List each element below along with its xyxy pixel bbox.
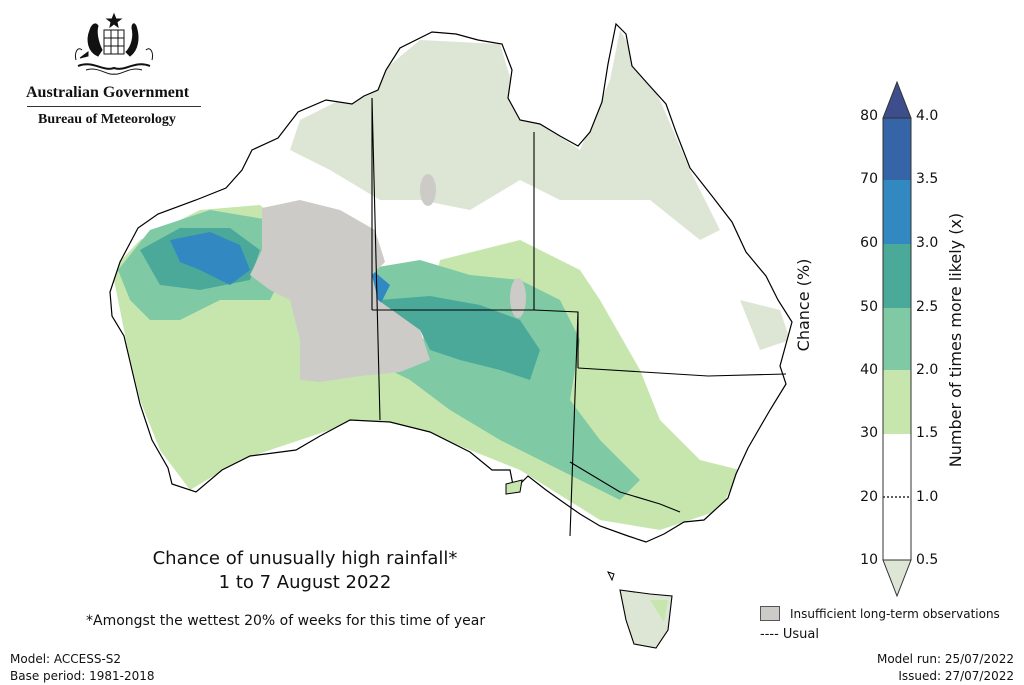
legend-insufficient: Insufficient long-term observations <box>760 606 1000 621</box>
colorbar <box>882 80 912 598</box>
org-name: Australian Government <box>26 84 190 101</box>
colorbar-band-60-70 <box>883 180 911 244</box>
colorbar-left-tick: 60 <box>860 235 878 251</box>
colorbar-left-tick: 20 <box>860 489 878 505</box>
colorbar-right-tick: 2.5 <box>916 299 939 315</box>
agency-name: Bureau of Meteorology <box>38 112 176 127</box>
map-fill-layer <box>110 24 792 542</box>
colorbar-top-arrow <box>882 80 912 119</box>
colorbar-right-tick: 3.0 <box>916 235 939 251</box>
colorbar-bottom-arrow <box>882 559 912 598</box>
colorbar-band-50-60 <box>883 244 911 308</box>
colorbar-band-75-80 <box>883 118 911 180</box>
footer-model: Model: ACCESS-S2 <box>10 652 122 666</box>
colorbar-right-axis-label: Number of times more likely (x) <box>946 212 965 468</box>
legend-insufficient-label: Insufficient long-term observations <box>790 606 1000 621</box>
map-title: Chance of unusually high rainfall* 1 to … <box>110 547 500 595</box>
colorbar-band-40-50 <box>883 308 911 370</box>
colorbar-right-tick: 1.0 <box>916 489 939 505</box>
coat-of-arms-logo <box>75 12 153 75</box>
colorbar-left-tick: 80 <box>860 108 878 124</box>
colorbar-left-tick: 70 <box>860 171 878 187</box>
footer-issued: Issued: 27/07/2022 <box>898 669 1014 683</box>
colorbar-band-30-40 <box>883 370 911 434</box>
colorbar-left-axis-label: Chance (%) <box>794 258 813 352</box>
map-title-line1: Chance of unusually high rainfall* <box>152 548 458 569</box>
map-footnote: *Amongst the wettest 20% of weeks for th… <box>86 613 486 629</box>
colorbar-right-tick: 2.0 <box>916 362 939 378</box>
logo-divider <box>27 106 201 107</box>
colorbar-left-tick: 30 <box>860 425 878 441</box>
legend-usual: ---- Usual <box>760 627 820 642</box>
colorbar-right-tick: 1.5 <box>916 425 939 441</box>
colorbar-right-tick: 3.5 <box>916 171 939 187</box>
colorbar-left-tick: 50 <box>860 299 878 315</box>
colorbar-left-tick: 40 <box>860 362 878 378</box>
colorbar-right-tick: 4.0 <box>916 108 939 124</box>
footer-base-period: Base period: 1981-2018 <box>10 669 155 683</box>
footer-model-run: Model run: 25/07/2022 <box>876 652 1014 666</box>
colorbar-right-tick: 0.5 <box>916 552 939 568</box>
colorbar-left-tick: 10 <box>860 552 878 568</box>
legend-insufficient-swatch <box>760 606 780 621</box>
map-title-line2: 1 to 7 August 2022 <box>218 572 392 593</box>
